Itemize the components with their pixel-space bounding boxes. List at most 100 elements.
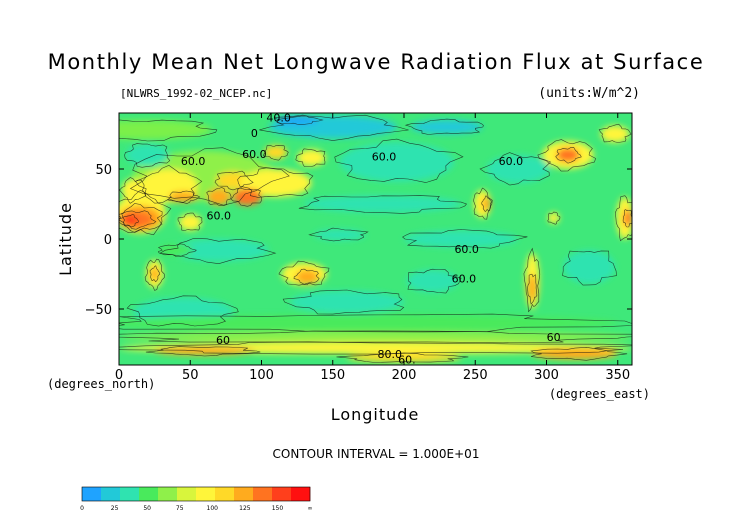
contour-line-37 [562, 250, 617, 286]
x-tick-label: 350 [605, 368, 630, 383]
field-region-17 [482, 197, 491, 211]
field-region-49 [532, 348, 618, 360]
colorbar-swatch [82, 487, 102, 501]
contour-label-6: 60.0 [207, 209, 232, 222]
contour-line-49 [530, 346, 628, 361]
colorbar-tick-label: 125 [239, 505, 251, 512]
colorbar: 0 25 50 75 100 125 150 ∞ [80, 486, 313, 512]
contour-line-26 [259, 114, 409, 141]
contour-line-30 [298, 195, 468, 214]
x-tick-label: 250 [463, 368, 488, 383]
contour-line-0 [119, 119, 218, 142]
contour-label-11: 80.0 [378, 348, 403, 361]
y-axis-unit: (degrees_north) [47, 377, 155, 391]
field-region-22 [623, 209, 632, 227]
contour-line-42 [149, 265, 161, 283]
contour-line-31 [402, 229, 528, 249]
y-tick-label: 0 [104, 233, 112, 248]
contour-interval-label: CONTOUR INTERVAL = 1.000E+01 [273, 447, 480, 461]
x-tick-label: 50 [182, 368, 199, 383]
colorbar-tick-label: 0 [80, 505, 84, 512]
contour-line-8 [166, 190, 201, 204]
contour-line-48 [145, 346, 261, 357]
contour-label-4: 60.0 [372, 151, 397, 164]
field-region-12 [123, 215, 138, 227]
contour-line-41 [144, 258, 165, 291]
contour-line-24 [334, 138, 464, 183]
field-region-45 [119, 314, 618, 332]
field-region-33 [168, 239, 269, 262]
field-region-40 [295, 269, 319, 284]
field-region-50 [347, 353, 461, 363]
field-region-42 [150, 267, 159, 281]
x-axis-ticks: 0 50 100 150 200 250 300 350 [115, 113, 630, 383]
contour-line-15 [262, 145, 289, 161]
contour-line-23 [547, 211, 561, 225]
contour-line-14 [295, 148, 326, 167]
contour-line-20 [598, 123, 632, 143]
contour-line-5 [206, 187, 232, 206]
colorbar-swatch [272, 487, 292, 501]
x-axis-label: Longitude [331, 405, 420, 424]
contour-line-43 [523, 247, 541, 313]
y-tick-label: −50 [85, 303, 112, 318]
colorbar-swatch [101, 487, 121, 501]
contour-line-44 [527, 273, 538, 305]
contour-label-0: 40.0 [266, 111, 291, 124]
contour-label-1: 0 [251, 127, 258, 140]
field-region-13 [178, 213, 202, 231]
x-tick-label: 100 [249, 368, 274, 383]
contour-line-47 [119, 341, 632, 355]
contour-label-8: 60.0 [452, 272, 477, 285]
field-region-36 [290, 290, 404, 314]
colorbar-frame [81, 486, 311, 502]
contour-label-7: 60.0 [454, 243, 479, 256]
field-region-19 [556, 148, 580, 162]
contour-line-22 [622, 209, 632, 228]
contour-line-39 [278, 260, 330, 286]
contour-line-50 [336, 352, 469, 363]
contour-label-10: 60 [216, 334, 230, 347]
field-region-31 [404, 230, 518, 248]
contour-line-27 [273, 114, 324, 125]
contour-line-7 [230, 187, 262, 207]
contour-line-10 [119, 203, 163, 233]
contour-line-32 [308, 227, 369, 242]
contour-line-16 [473, 187, 493, 220]
contour-line-45 [119, 313, 632, 333]
contour-line-13 [177, 212, 203, 231]
colorbar-swatch [120, 487, 140, 501]
contour-line-19 [555, 147, 582, 164]
colorbar-tick-label: 75 [176, 505, 184, 512]
contour-line-9 [119, 189, 172, 236]
colorbar-tick-label: ∞ [308, 505, 313, 512]
field-region-30 [304, 195, 461, 213]
field-region-25 [486, 155, 550, 183]
field-region-23 [547, 212, 560, 224]
field-region-37 [563, 250, 615, 284]
contour-line-4 [214, 170, 254, 191]
x-tick-label: 150 [320, 368, 345, 383]
field-region-15 [264, 145, 288, 160]
field-region-44 [527, 274, 537, 302]
contour-line-21 [614, 195, 632, 242]
y-tick-label: 50 [95, 163, 112, 178]
contour-line-17 [481, 195, 492, 212]
plot-area: 40.0 0 60.0 60.0 60.0 60.0 60.0 60.0 60.0 60 60 80.… [119, 111, 632, 365]
colorbar-tick-label: 25 [111, 505, 119, 512]
contour-line-46 [119, 330, 632, 344]
contour-label-3: 60.0 [242, 148, 267, 161]
colorbar-swatch [196, 487, 216, 501]
contour-lines [119, 114, 632, 363]
colorbar-swatch [234, 487, 254, 501]
field-region-28 [411, 120, 483, 134]
contour-label-5: 60.0 [499, 155, 524, 168]
x-tick-label: 300 [534, 368, 559, 383]
contour-line-6 [237, 167, 314, 198]
x-axis-unit: (degrees_east) [549, 387, 650, 401]
contour-line-12 [122, 214, 139, 228]
chart-title: Monthly Mean Net Longwave Radiation Flux… [48, 50, 705, 74]
contour-line-33 [159, 238, 277, 265]
field-region-24 [339, 142, 454, 182]
colorbar-swatch [139, 487, 159, 501]
